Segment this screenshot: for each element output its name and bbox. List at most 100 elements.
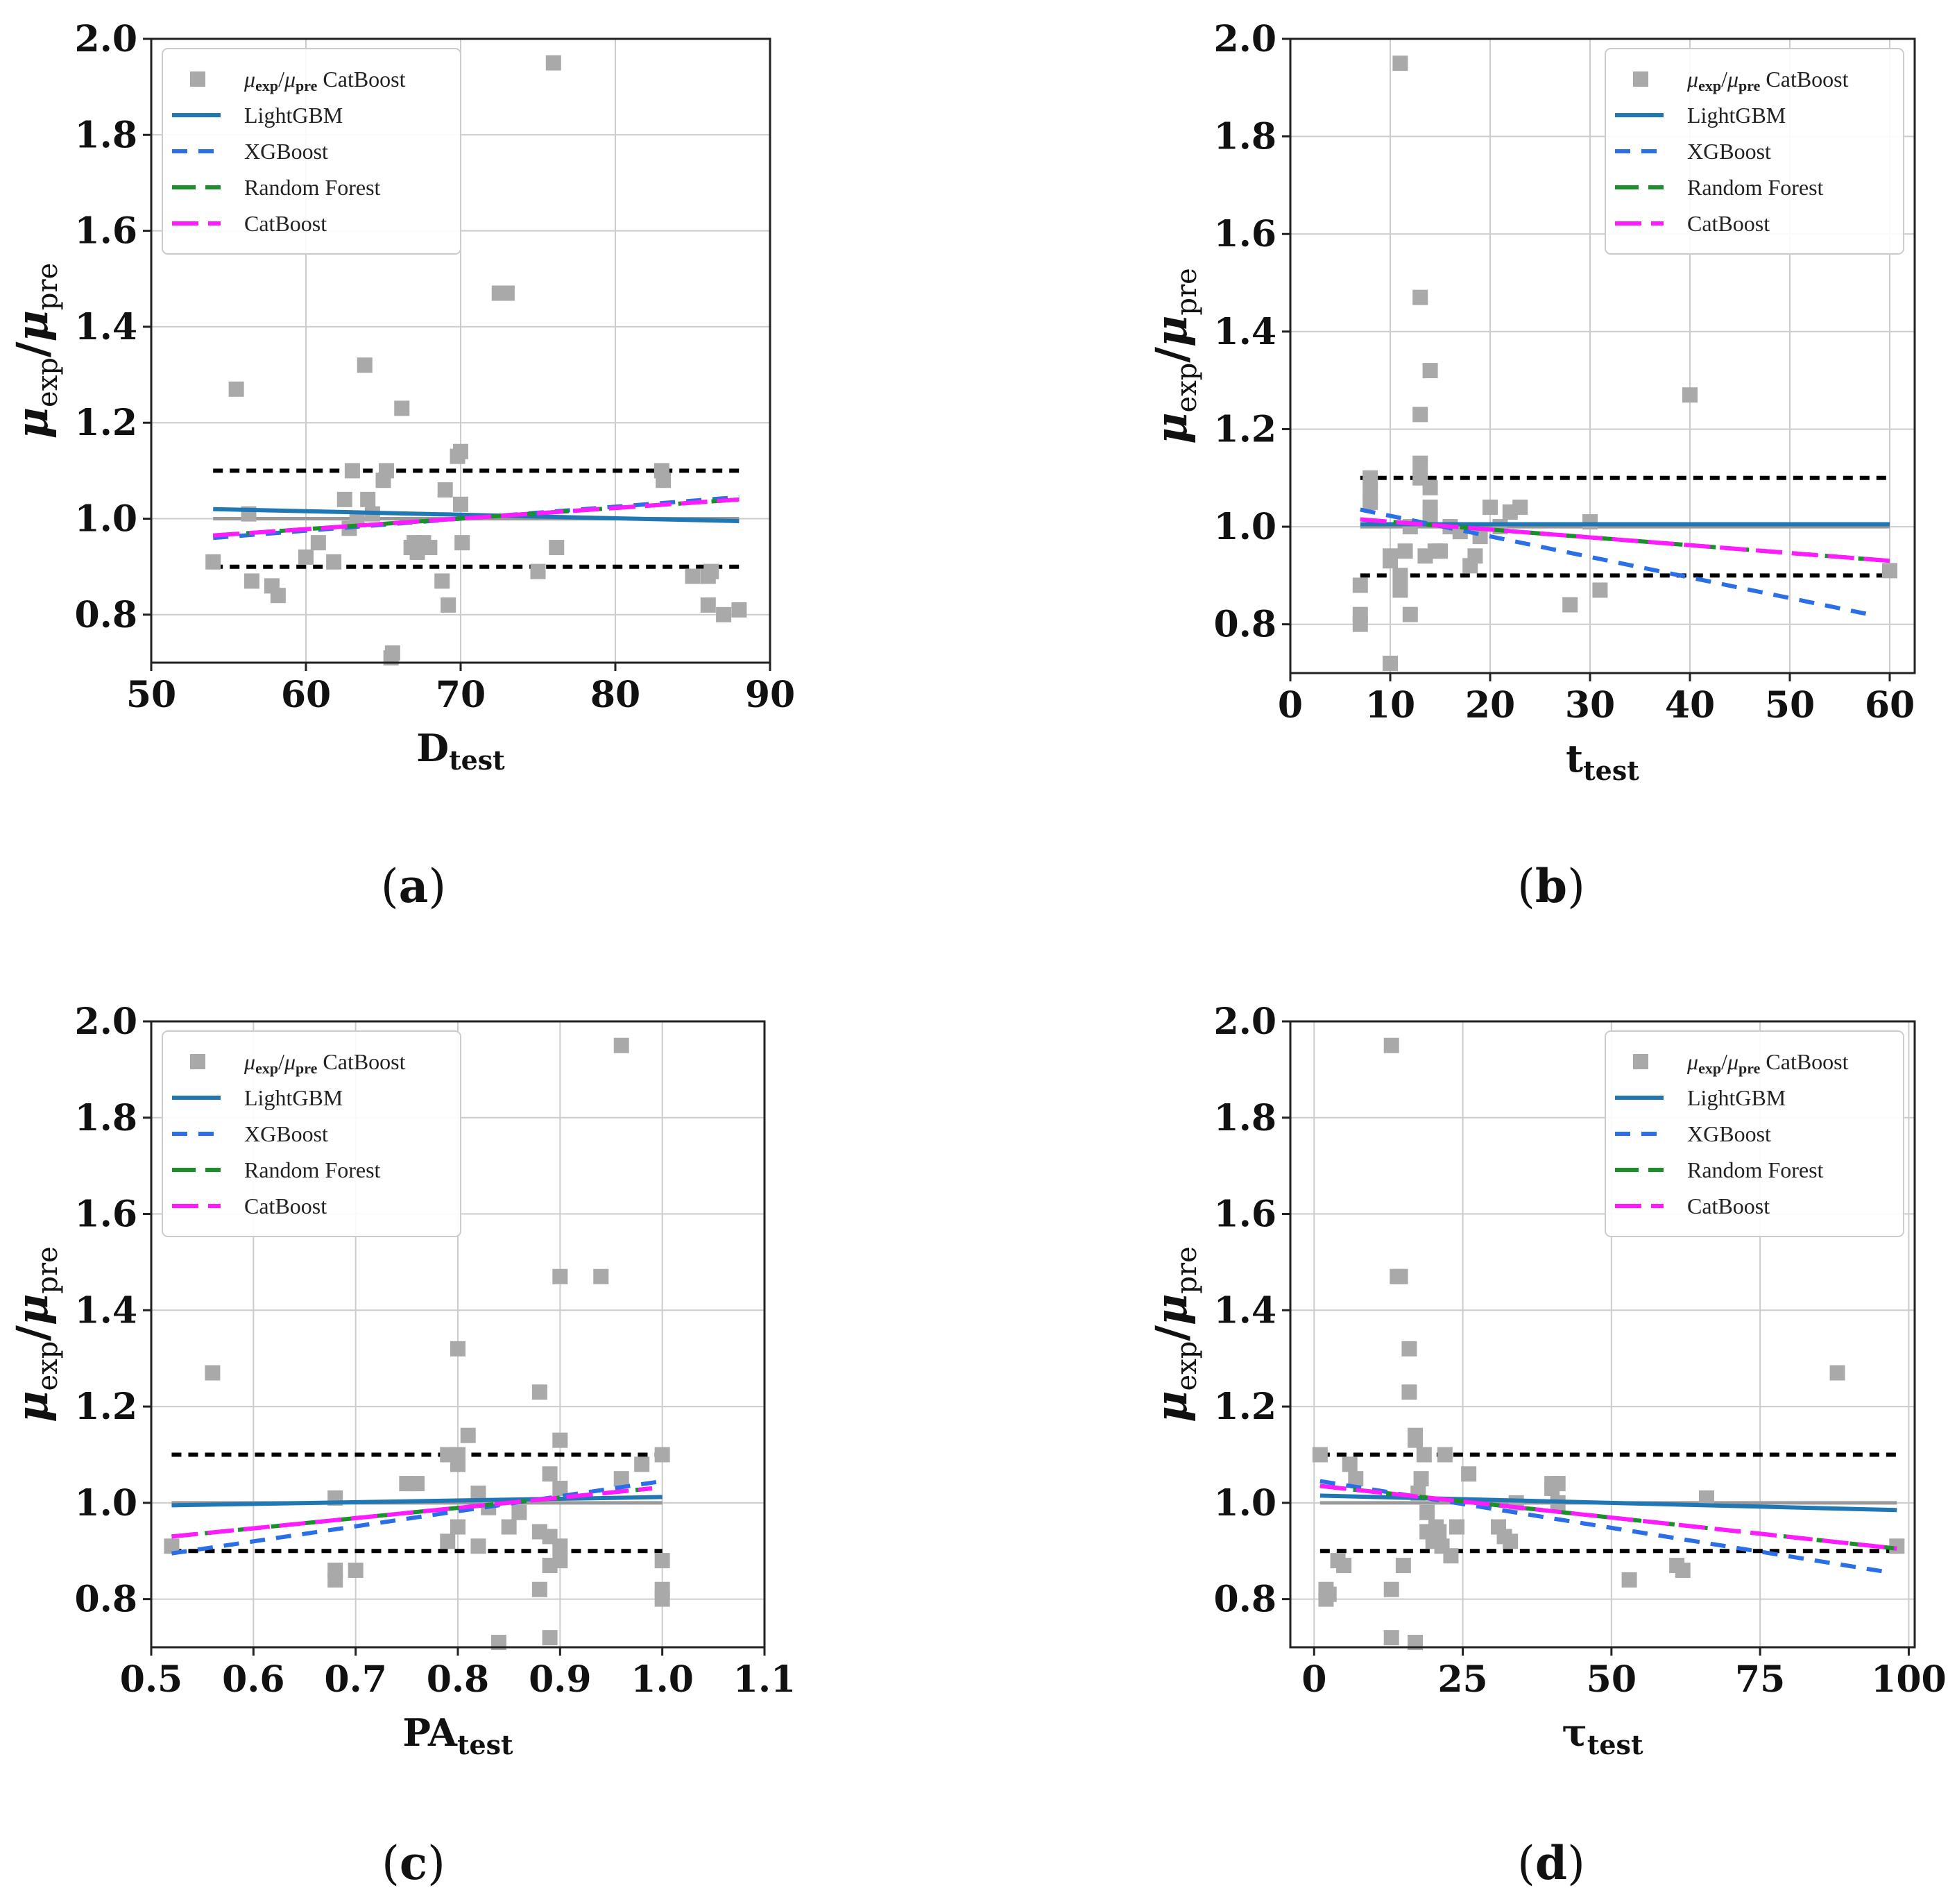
scatter-point bbox=[530, 563, 546, 579]
x-tick-label: 30 bbox=[1565, 684, 1615, 726]
scatter-point bbox=[613, 1037, 629, 1053]
legend-item: LightGBM bbox=[172, 103, 343, 128]
scatter-point bbox=[552, 1481, 568, 1497]
legend-label: Random Forest bbox=[1687, 175, 1824, 200]
scatter-point bbox=[1467, 548, 1483, 564]
legend-item: CatBoost bbox=[1615, 211, 1770, 236]
scatter-point bbox=[453, 496, 468, 512]
scatter-point bbox=[1413, 1471, 1429, 1487]
scatter-point bbox=[716, 606, 732, 622]
scatter-point bbox=[654, 1591, 670, 1607]
scatter-point bbox=[326, 554, 342, 570]
scatter-point bbox=[1882, 563, 1897, 579]
y-tick-label: 2.0 bbox=[75, 1001, 137, 1043]
scatter-point bbox=[434, 573, 450, 589]
legend-item: XGBoost bbox=[1615, 139, 1771, 164]
scatter-point bbox=[470, 1485, 486, 1501]
legend-frame bbox=[1605, 1030, 1904, 1237]
y-tick-label: 1.4 bbox=[1214, 311, 1276, 353]
scatter-point bbox=[327, 1562, 343, 1578]
y-tick-label: 1.2 bbox=[1214, 408, 1276, 450]
x-tick-label: 80 bbox=[590, 674, 640, 716]
y-tick-label: 1.6 bbox=[1214, 213, 1276, 255]
fit-line-catboost bbox=[1360, 517, 1890, 563]
x-tick-label: 25 bbox=[1437, 1658, 1487, 1701]
legend-item: CatBoost bbox=[1615, 1193, 1770, 1218]
scatter-point bbox=[1402, 606, 1418, 622]
scatter-point bbox=[1401, 1341, 1417, 1357]
legend-item: XGBoost bbox=[1615, 1121, 1771, 1146]
x-tick-label: 0.6 bbox=[222, 1658, 284, 1701]
scatter-point bbox=[542, 1466, 558, 1482]
legend-label: Random Forest bbox=[244, 175, 381, 200]
scatter-point bbox=[1352, 606, 1368, 622]
plot-frame bbox=[1289, 1020, 1916, 1649]
scatter-point bbox=[349, 511, 365, 527]
legend-label: LightGBM bbox=[244, 103, 343, 128]
fit-line-xgboost bbox=[171, 1479, 663, 1556]
scatter-point bbox=[409, 1476, 425, 1492]
scatter-point bbox=[542, 1630, 558, 1646]
scatter-point bbox=[450, 1456, 465, 1472]
fit-line-xgboost bbox=[1319, 1479, 1892, 1575]
x-tick-label: 0.8 bbox=[427, 1658, 489, 1701]
scatter-point bbox=[593, 1268, 609, 1284]
scatter-point bbox=[384, 645, 400, 661]
legend-label: LightGBM bbox=[1687, 1085, 1786, 1110]
scatter-point bbox=[1312, 1447, 1328, 1463]
scatter-point bbox=[1419, 1504, 1435, 1520]
y-tick-label: 0.8 bbox=[75, 594, 137, 636]
scatter-point bbox=[1550, 1476, 1566, 1492]
scatter-point bbox=[531, 1581, 547, 1597]
legend-item: μexp/μpre CatBoost bbox=[1633, 67, 1849, 94]
scatter-point bbox=[460, 1427, 476, 1443]
scatter-point bbox=[1401, 1384, 1417, 1400]
scatter-point bbox=[1621, 1572, 1637, 1588]
y-tick-label: 0.8 bbox=[75, 1579, 137, 1621]
scatter-point bbox=[656, 473, 672, 488]
y-tick-label: 1.4 bbox=[75, 1289, 137, 1332]
y-tick-label: 0.8 bbox=[1214, 1579, 1276, 1621]
y-tick-label: 1.6 bbox=[1214, 1193, 1276, 1236]
scatter-point bbox=[348, 1562, 364, 1578]
scatter-point bbox=[1829, 1365, 1845, 1381]
y-tick-label: 1.4 bbox=[75, 306, 137, 348]
scatter-point bbox=[1416, 1447, 1432, 1463]
scatter-point bbox=[336, 491, 352, 507]
scatter-point bbox=[298, 549, 314, 565]
scatter-point bbox=[1699, 1490, 1714, 1506]
legend-item: Random Forest bbox=[1615, 175, 1824, 200]
scatter-point bbox=[1461, 1466, 1477, 1482]
scatter-point bbox=[685, 568, 701, 584]
scatter-point bbox=[1336, 1558, 1352, 1574]
legend-label: CatBoost bbox=[244, 211, 327, 236]
legend-item: LightGBM bbox=[1615, 1085, 1786, 1110]
y-tick-label: 1.2 bbox=[75, 1386, 137, 1428]
y-tick-label: 1.0 bbox=[75, 1482, 137, 1524]
y-tick-label: 1.2 bbox=[75, 402, 137, 444]
scatter-point bbox=[1342, 1456, 1358, 1472]
panel-label: (b) bbox=[1517, 859, 1585, 913]
scatter-point bbox=[164, 1538, 180, 1554]
scatter-point bbox=[310, 535, 326, 551]
x-tick-label: 40 bbox=[1665, 684, 1715, 726]
scatter-point bbox=[545, 55, 561, 71]
scatter-point bbox=[1412, 455, 1428, 471]
y-tick-label: 1.4 bbox=[1214, 1289, 1276, 1332]
legend-label: CatBoost bbox=[244, 1193, 327, 1218]
legend-frame bbox=[162, 48, 461, 255]
fit-line-lightgbm bbox=[171, 1495, 663, 1508]
legend-label: XGBoost bbox=[244, 1121, 328, 1146]
legend-label: μexp/μpre CatBoost bbox=[244, 67, 406, 94]
scatter-point bbox=[344, 463, 360, 479]
legend-label: XGBoost bbox=[1687, 1121, 1771, 1146]
scatter-point bbox=[1383, 553, 1398, 569]
scatter-point bbox=[440, 1533, 456, 1549]
scatter-point bbox=[1321, 1586, 1337, 1602]
scatter-point bbox=[1503, 1533, 1519, 1549]
x-tick-label: 50 bbox=[1587, 1658, 1637, 1701]
scatter-point bbox=[499, 285, 515, 301]
scatter-point bbox=[1383, 1037, 1399, 1053]
